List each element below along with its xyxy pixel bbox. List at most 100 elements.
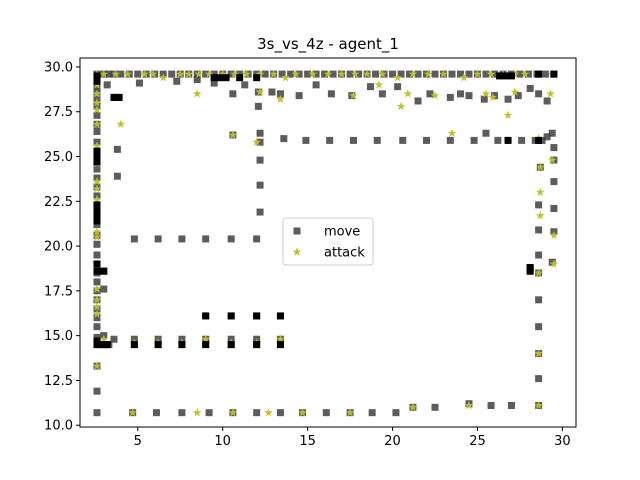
data-point	[218, 69, 228, 78]
data-point	[256, 208, 264, 216]
data-point	[423, 136, 431, 144]
data-point	[459, 73, 469, 82]
data-point	[408, 69, 418, 78]
data-point	[550, 204, 558, 212]
legend-label-move: move	[324, 225, 360, 240]
data-point	[276, 312, 284, 320]
data-point	[516, 70, 524, 78]
data-point	[93, 387, 101, 395]
data-point	[414, 97, 422, 105]
data-point	[501, 72, 509, 80]
data-point	[488, 92, 498, 102]
data-point	[326, 136, 334, 144]
data-point	[192, 89, 202, 98]
data-point	[549, 230, 559, 240]
data-point	[431, 70, 439, 78]
data-point	[496, 72, 504, 80]
data-point	[110, 93, 118, 101]
data-point	[256, 138, 264, 146]
data-point	[362, 69, 372, 78]
data-point	[178, 235, 186, 243]
data-point	[480, 95, 488, 103]
chart-title: 3s_vs_4z - agent_1	[257, 35, 399, 54]
data-point	[295, 92, 303, 100]
data-point	[490, 92, 498, 100]
data-point	[470, 136, 478, 144]
data-point	[135, 79, 143, 87]
data-point	[202, 235, 210, 243]
data-point	[534, 400, 543, 410]
data-point	[93, 240, 101, 248]
data-point	[345, 408, 355, 417]
legend-marker-attack	[292, 247, 302, 256]
data-point	[423, 69, 433, 78]
data-point	[93, 77, 101, 85]
data-point	[426, 90, 434, 98]
data-point	[408, 402, 418, 412]
data-point	[510, 87, 520, 96]
data-point	[291, 69, 301, 78]
data-point	[373, 136, 381, 144]
data-point	[473, 69, 482, 78]
data-point	[93, 111, 101, 119]
data-point	[93, 251, 101, 259]
data-point	[276, 341, 284, 349]
data-point	[535, 162, 545, 171]
y-tick-label: 30.0	[44, 60, 73, 75]
data-point	[503, 110, 513, 120]
data-point	[547, 155, 557, 164]
data-point	[535, 211, 545, 220]
y-tick-label: 27.5	[44, 105, 73, 120]
data-point	[242, 69, 251, 78]
data-point	[93, 323, 101, 331]
data-point	[302, 136, 310, 144]
data-point	[535, 187, 545, 197]
data-point	[535, 226, 543, 234]
data-point	[115, 93, 123, 101]
data-point	[210, 74, 218, 82]
data-point	[93, 153, 101, 161]
data-point	[93, 337, 101, 345]
data-point	[178, 409, 186, 417]
data-point	[92, 232, 102, 241]
data-point	[202, 70, 210, 78]
data-point	[92, 89, 102, 98]
chart-marks	[92, 69, 559, 417]
data-point	[446, 136, 454, 144]
data-point	[128, 408, 138, 417]
y-tick-label: 25.0	[44, 150, 73, 165]
data-point	[514, 92, 522, 100]
data-point	[392, 409, 400, 417]
data-point	[329, 70, 337, 78]
data-point	[486, 69, 496, 78]
data-point	[304, 70, 312, 78]
data-point	[229, 90, 237, 98]
data-point	[113, 145, 121, 153]
data-point	[406, 70, 414, 78]
data-point	[312, 70, 320, 78]
data-point	[92, 309, 102, 318]
data-point	[230, 69, 239, 78]
data-point	[173, 77, 181, 85]
data-point	[93, 409, 101, 417]
data-point	[92, 177, 102, 186]
data-point	[117, 70, 125, 78]
data-point	[100, 285, 108, 293]
data-point	[154, 235, 162, 243]
data-point	[322, 409, 330, 417]
data-point	[92, 302, 102, 311]
data-point	[253, 70, 261, 78]
data-point	[337, 69, 346, 78]
data-point	[504, 136, 512, 144]
data-point	[92, 361, 102, 370]
data-point	[548, 258, 556, 266]
data-point	[431, 403, 439, 411]
data-point	[154, 341, 162, 349]
data-point	[439, 69, 448, 78]
data-point	[346, 70, 354, 78]
data-point	[524, 70, 532, 78]
data-point	[228, 130, 238, 139]
data-point	[494, 136, 502, 144]
data-point	[130, 341, 138, 349]
